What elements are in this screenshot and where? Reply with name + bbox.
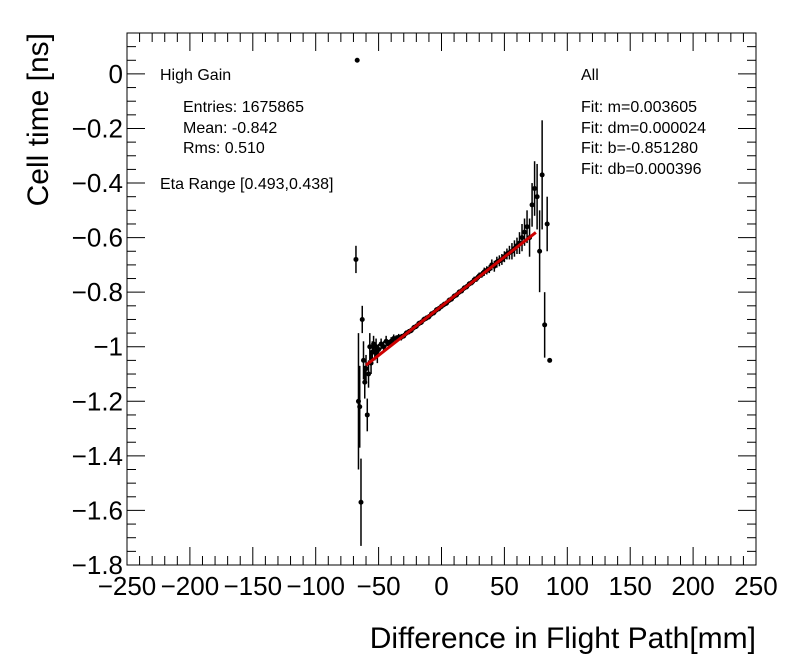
annotation-fit-dm: Fit: dm=0.000024 (581, 120, 706, 137)
annotation-fit-m: Fit: m=0.003605 (581, 99, 697, 116)
annotation-entries: Entries: 1675865 (183, 99, 304, 116)
y-tick-label: −1.2 (72, 386, 123, 416)
x-tick-label: −250 (98, 571, 157, 601)
data-point (529, 202, 535, 208)
x-tick-labels: −250 −200 −150 −100 −50 0 50 100 150 200 250 (98, 571, 778, 601)
data-point (524, 224, 530, 230)
data-point (363, 366, 369, 372)
annotation-rms: Rms: 0.510 (183, 140, 265, 157)
data-point (532, 186, 538, 192)
x-tick-label: −50 (357, 571, 401, 601)
y-tick-label: −1.4 (72, 441, 123, 471)
y-tick-labels: 0 −0.2 −0.4 −0.6 −0.8 −1 −1.2 −1.4 −1.6 −1.8 (72, 59, 123, 580)
y-axis-title: Cell time [ns] (22, 33, 55, 206)
data-point (539, 172, 545, 178)
x-tick-label: −150 (224, 571, 283, 601)
annotation-gain: High Gain (160, 67, 231, 84)
x-tick-label: 150 (609, 571, 652, 601)
data-point (534, 194, 540, 200)
data-point (354, 57, 360, 63)
annotation-eta: Eta Range [0.493,0.438] (160, 176, 333, 193)
data-point (519, 235, 525, 241)
data-point (357, 404, 363, 410)
y-tick-label: −0.2 (72, 113, 123, 143)
y-tick-label: −1 (93, 332, 123, 362)
data-points (353, 57, 553, 546)
y-tick-label: 0 (109, 59, 123, 89)
data-point (547, 357, 553, 363)
data-point (353, 256, 359, 262)
data-point (367, 344, 373, 350)
y-tick-label: −0.6 (72, 223, 123, 253)
data-point (381, 344, 387, 350)
data-point (359, 316, 365, 322)
y-tick-label: −0.4 (72, 168, 123, 198)
x-tick-label: −200 (161, 571, 220, 601)
fit-line (365, 231, 537, 367)
x-tick-label: 250 (734, 571, 777, 601)
annotation-fit-b: Fit: b=-0.851280 (581, 140, 698, 157)
data-point (376, 346, 382, 352)
x-tick-label: 50 (490, 571, 519, 601)
y-tick-label: −0.8 (72, 277, 123, 307)
y-tick-label: −1.8 (72, 550, 123, 580)
data-point (361, 357, 367, 363)
y-tick-label: −1.6 (72, 495, 123, 525)
x-tick-label: −100 (286, 571, 345, 601)
data-point (358, 499, 364, 505)
annotation-mean: Mean: -0.842 (183, 120, 277, 137)
data-point (366, 371, 372, 377)
data-point (522, 229, 528, 235)
annotation-selection: All (581, 67, 599, 84)
x-tick-label: 100 (546, 571, 589, 601)
annotation-fit-db: Fit: db=0.000396 (581, 161, 702, 178)
data-point (364, 412, 370, 418)
x-tick-label: 0 (434, 571, 448, 601)
x-tick-label: 200 (671, 571, 714, 601)
data-point (542, 322, 548, 328)
x-axis-title: Difference in Flight Path[mm] (370, 622, 756, 655)
axis-ticks (126, 32, 757, 566)
data-point (544, 221, 550, 227)
data-point (537, 248, 543, 254)
